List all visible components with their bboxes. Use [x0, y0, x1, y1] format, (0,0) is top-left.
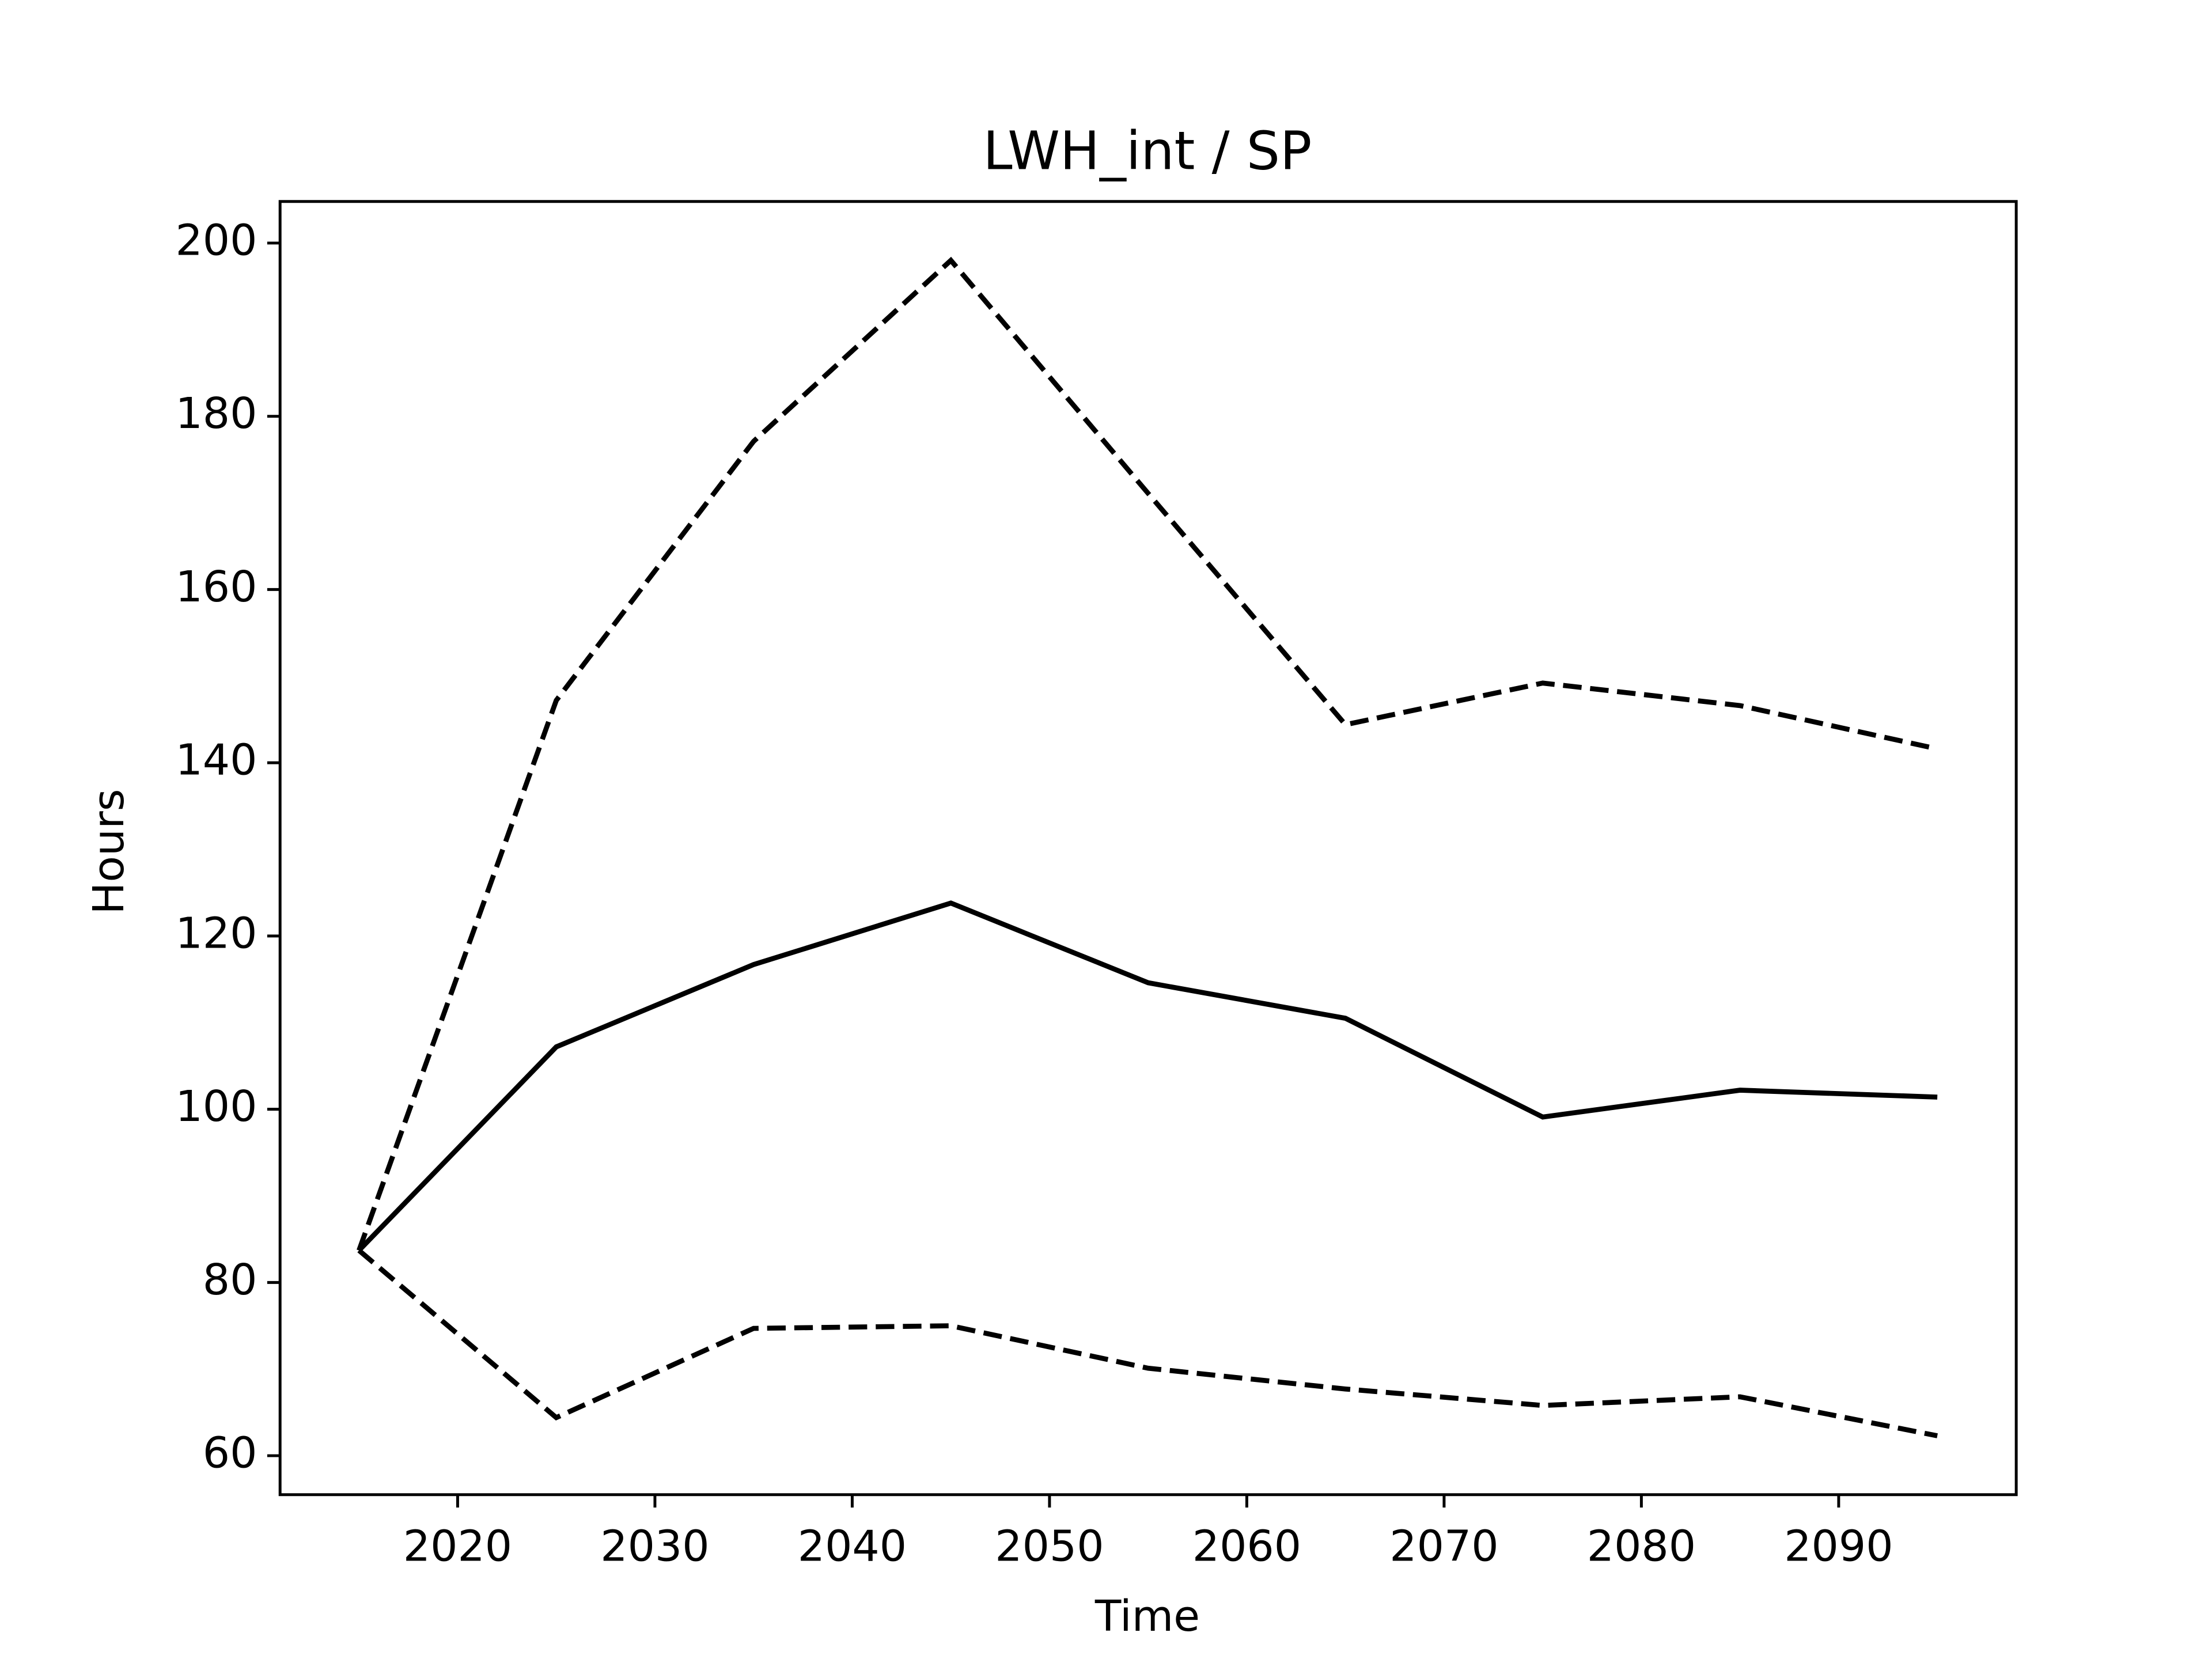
y-tick-label: 80 [203, 1255, 257, 1305]
y-tick-label: 120 [175, 908, 257, 958]
series-line [357, 1248, 1938, 1438]
x-tick-label: 2080 [1587, 1521, 1696, 1571]
y-tick-label: 200 [175, 215, 257, 265]
y-axis-label: Hours [84, 789, 134, 914]
x-tick-label: 2090 [1784, 1521, 1893, 1571]
x-tick-label: 2040 [798, 1521, 907, 1571]
x-tick-label: 2070 [1389, 1521, 1498, 1571]
x-tick-label: 2060 [1192, 1521, 1301, 1571]
y-tick-label: 100 [175, 1081, 257, 1131]
y-tick-label: 180 [175, 388, 257, 438]
y-tick-label: 140 [175, 735, 257, 785]
series-line [357, 900, 1938, 1252]
y-tick-label: 60 [203, 1428, 257, 1478]
y-tick-label: 160 [175, 562, 257, 612]
chart-title: LWH_int / SP [983, 120, 1312, 181]
x-axis-label: Time [1094, 1591, 1200, 1641]
x-tick-label: 2020 [403, 1521, 512, 1571]
series-line [357, 256, 1938, 1252]
x-tick-label: 2030 [600, 1521, 709, 1571]
plot-frame [278, 200, 2018, 1497]
x-tick-label: 2050 [995, 1521, 1104, 1571]
